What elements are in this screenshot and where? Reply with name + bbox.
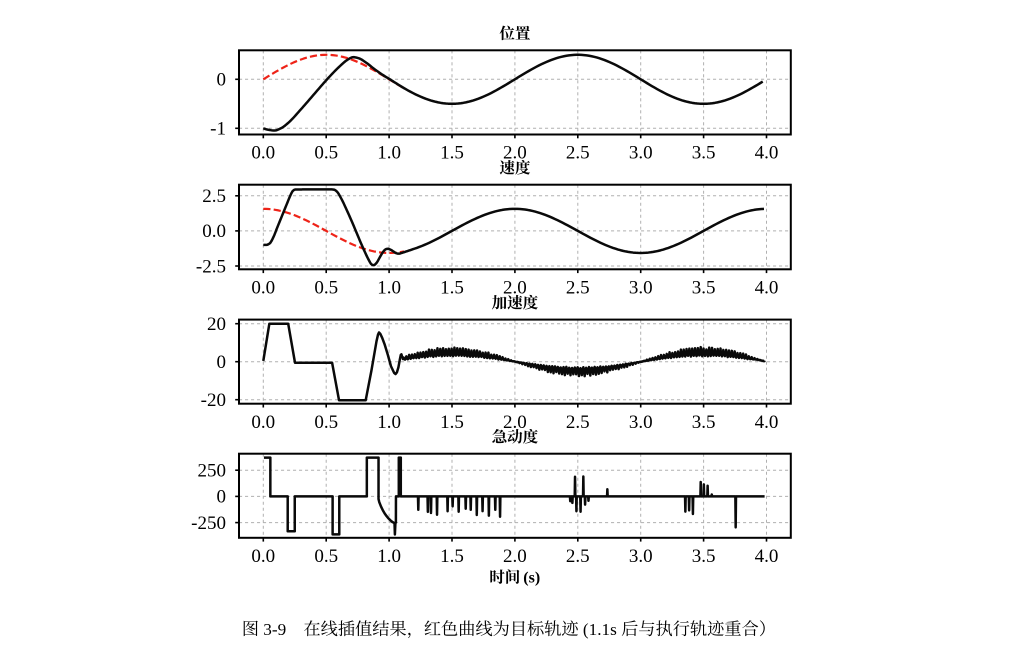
svg-text:0: 0 [217,487,227,508]
svg-text:0.5: 0.5 [314,278,338,299]
svg-text:1.5: 1.5 [440,278,464,299]
svg-text:1.5: 1.5 [440,143,464,164]
svg-text:-250: -250 [191,513,226,534]
svg-text:-2.5: -2.5 [196,256,226,277]
svg-text:2.0: 2.0 [503,143,527,164]
svg-text:0.0: 0.0 [251,143,275,164]
svg-text:(1.1s: (1.1s [583,620,617,639]
svg-text:4.0: 4.0 [755,412,779,433]
svg-text:2.0: 2.0 [503,278,527,299]
svg-text:1.0: 1.0 [377,143,401,164]
svg-text:0.5: 0.5 [314,412,338,433]
svg-text:0.0: 0.0 [202,221,226,242]
svg-text:3-9: 3-9 [263,620,286,639]
svg-text:1.5: 1.5 [440,412,464,433]
svg-text:3.5: 3.5 [692,143,716,164]
svg-text:2.5: 2.5 [566,143,590,164]
svg-text:1.0: 1.0 [377,546,401,567]
svg-text:250: 250 [198,461,227,482]
svg-text:4.0: 4.0 [755,546,779,567]
svg-text:0: 0 [217,70,227,91]
svg-text:2.5: 2.5 [566,546,590,567]
svg-text:2.5: 2.5 [566,278,590,299]
svg-text:2.0: 2.0 [503,412,527,433]
svg-text:2.0: 2.0 [503,546,527,567]
svg-text:3.0: 3.0 [629,546,653,567]
svg-text:3.5: 3.5 [692,546,716,567]
svg-text:-20: -20 [201,390,226,411]
svg-text:3.0: 3.0 [629,143,653,164]
svg-text:2.5: 2.5 [566,412,590,433]
svg-text:0.5: 0.5 [314,546,338,567]
svg-text:4.0: 4.0 [755,143,779,164]
svg-text:0: 0 [217,352,227,373]
svg-text:-1: -1 [210,119,226,140]
svg-text:1.5: 1.5 [440,546,464,567]
svg-text:3.5: 3.5 [692,412,716,433]
svg-text:4.0: 4.0 [755,278,779,299]
svg-text:0.5: 0.5 [314,143,338,164]
svg-text:0.0: 0.0 [251,546,275,567]
svg-text:1.0: 1.0 [377,278,401,299]
svg-text:1.0: 1.0 [377,412,401,433]
svg-text:3.0: 3.0 [629,412,653,433]
svg-text:20: 20 [207,314,226,335]
svg-text:0.0: 0.0 [251,278,275,299]
svg-text:2.5: 2.5 [202,186,226,207]
svg-text:(s): (s) [523,570,540,587]
svg-text:0.0: 0.0 [251,412,275,433]
svg-text:3.0: 3.0 [629,278,653,299]
svg-text:3.5: 3.5 [692,278,716,299]
